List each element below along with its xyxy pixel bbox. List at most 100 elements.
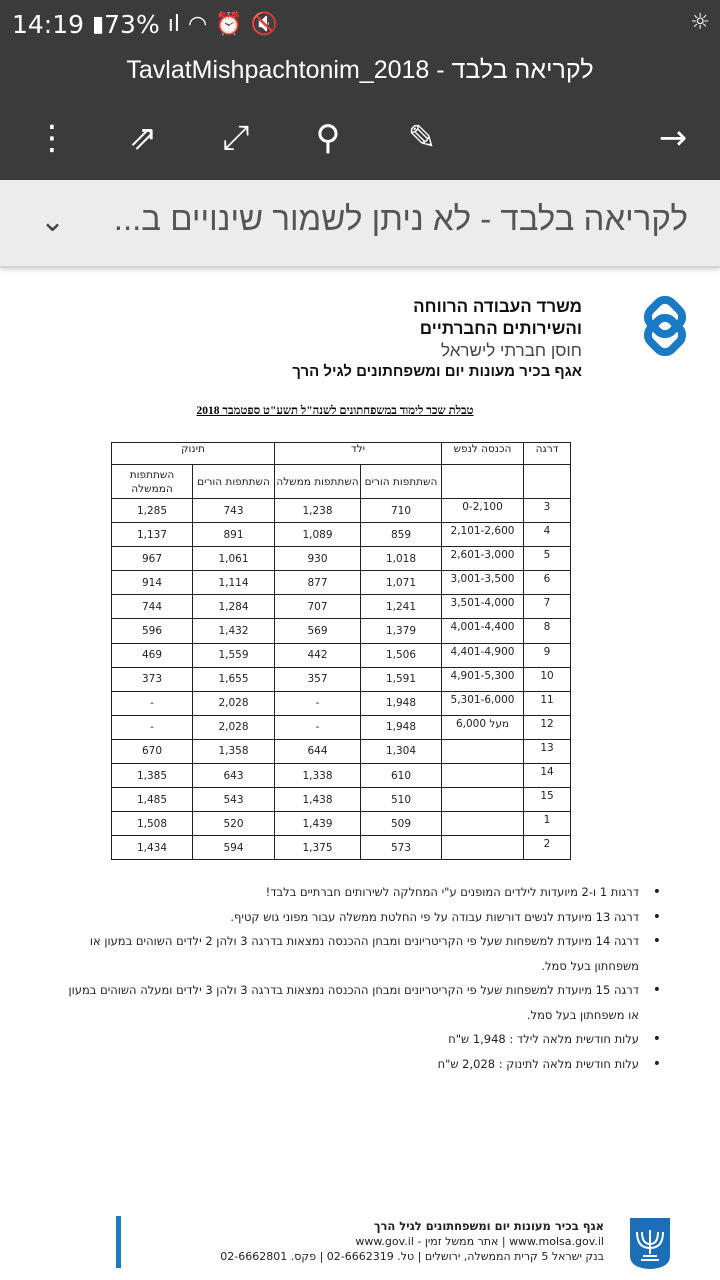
cell-level: 8	[523, 618, 571, 644]
search-icon[interactable]: ⚲	[315, 118, 341, 158]
note-item: דרגה 13 מיועדת לנשים דורשות עבודה על פי …	[55, 905, 667, 930]
table-row: 8 4,001-4,400 1,379 569 1,432 596	[111, 618, 571, 644]
cell-level: 10	[523, 666, 571, 692]
cell-child-gov: 930	[274, 546, 361, 572]
cell-level: 5	[523, 546, 571, 572]
cell-baby-gov: 1,385	[111, 763, 193, 789]
cell-baby-parents: 1,114	[192, 570, 275, 596]
header-level: דרגה	[523, 442, 571, 465]
cell-level: 1	[523, 811, 571, 837]
header-empty	[523, 464, 571, 499]
signal-icon: ıl	[167, 11, 180, 37]
read-only-banner[interactable]: לקריאה בלבד - לא ניתן לשמור שינויים ב...…	[0, 180, 720, 268]
table-row: 3 0-2,100 710 1,238 743 1,285	[111, 497, 571, 524]
table-row: 9 4,401-4,900 1,506 442 1,559 469	[111, 642, 571, 668]
cell-level: 11	[523, 690, 571, 716]
header-empty	[441, 464, 524, 499]
header-child: ילד	[274, 442, 442, 465]
note-item: עלות חודשית מלאה לילד : 1,948 ש"ח	[55, 1027, 667, 1052]
cell-baby-gov: 1,434	[111, 835, 193, 861]
cell-level: 4	[523, 522, 571, 548]
cell-income	[441, 787, 524, 813]
fullscreen-icon[interactable]: ⤢	[222, 118, 250, 158]
forward-arrow-icon[interactable]: →	[658, 118, 688, 158]
cell-income	[441, 835, 524, 861]
cell-baby-parents: 1,432	[192, 618, 275, 644]
cell-baby-gov: 1,485	[111, 787, 193, 813]
cell-baby-gov: -	[111, 690, 193, 716]
cell-child-parents: 610	[360, 763, 442, 789]
cell-level: 2	[523, 835, 571, 861]
cell-income: מעל 6,000	[441, 714, 524, 740]
footer-divider	[116, 1216, 121, 1268]
cell-baby-parents: 891	[192, 522, 275, 548]
cell-baby-gov: 373	[111, 666, 193, 692]
ministry-header: משרד העבודה הרווחה והשירותים החברתיים חו…	[292, 296, 582, 383]
cell-child-gov: 1,375	[274, 835, 361, 861]
cell-child-parents: 1,071	[360, 570, 442, 596]
document-title-bar: TavlatMishpachtonim_2018 - לקריאה בלבד	[0, 48, 720, 95]
cell-child-gov: -	[274, 714, 361, 740]
cell-baby-parents: 1,655	[192, 666, 275, 692]
table-row: 14 610 1,338 643 1,385	[111, 763, 571, 789]
table-title: טבלת שכר לימוד במשפחתונים לשנה"ל תשע"ט ס…	[196, 405, 474, 417]
notes-list: דרגות 1 ו-2 מיועדות לילדים המופנים ע"י ה…	[55, 880, 667, 1076]
more-vert-icon[interactable]: ⋮	[35, 118, 69, 158]
note-item: עלות חודשית מלאה לתינוק : 2,028 ש"ח	[55, 1052, 667, 1077]
cell-income: 0-2,100	[441, 497, 524, 524]
cell-child-gov: 442	[274, 642, 361, 668]
share-icon[interactable]: ⇗	[128, 118, 158, 158]
cell-child-parents: 1,506	[360, 642, 442, 668]
footer-department: אגף בכיר מעונות יום ומשפחתונים לגיל הרך	[373, 1219, 604, 1233]
cell-child-parents: 1,591	[360, 666, 442, 692]
cell-child-gov: -	[274, 690, 361, 716]
status-bar: 14:19 ▮ 73% ıl ◠ ⏰ 🔇 ☼	[0, 0, 720, 48]
cell-baby-gov: 1,508	[111, 811, 193, 837]
table-row: 13 1,304 644 1,358 670	[111, 738, 571, 765]
edit-icon[interactable]: ✎	[407, 118, 437, 158]
cell-child-gov: 1,438	[274, 787, 361, 813]
cell-income	[441, 811, 524, 837]
ministry-slogan: חוסן חברתי לישראל	[441, 341, 582, 360]
toolbar: ⋮ ⇗ ⤢ ⚲ ✎ →	[0, 95, 720, 180]
note-item: דרגות 1 ו-2 מיועדות לילדים המופנים ע"י ה…	[55, 880, 667, 905]
cell-level: 14	[523, 763, 571, 789]
cell-child-gov: 707	[274, 594, 361, 620]
cell-income: 2,101-2,600	[441, 522, 524, 548]
cell-baby-gov: 914	[111, 570, 193, 596]
cell-baby-gov: 1,285	[111, 497, 193, 524]
table-row: 7 3,501-4,000 1,241 707 1,284 744	[111, 594, 571, 620]
eye-comfort-icon: ☼	[690, 10, 710, 35]
cell-baby-gov: 596	[111, 618, 193, 644]
header-baby: תינוק	[111, 442, 275, 465]
cell-income: 5,301-6,000	[441, 690, 524, 716]
cell-baby-parents: 1,358	[192, 738, 275, 765]
table-row: 5 2,601-3,000 1,018 930 1,061 967	[111, 546, 571, 572]
cell-child-parents: 573	[360, 835, 442, 861]
note-item: דרגה 15 מיועדת למשפחות שעל פי הקריטריוני…	[55, 978, 667, 1027]
cell-level: 3	[523, 497, 571, 524]
cell-income: 3,501-4,000	[441, 594, 524, 620]
table-row: 4 2,101-2,600 859 1,089 891 1,137	[111, 522, 571, 548]
cell-child-gov: 644	[274, 738, 361, 765]
table-row: 15 510 1,438 543 1,485	[111, 787, 571, 813]
chevron-down-icon[interactable]: ⌄	[40, 204, 66, 239]
footer: אגף בכיר מעונות יום ומשפחתונים לגיל הרך …	[116, 1216, 676, 1272]
cell-baby-parents: 643	[192, 763, 275, 789]
cell-child-parents: 859	[360, 522, 442, 548]
cell-child-parents: 1,018	[360, 546, 442, 572]
cell-child-parents: 1,948	[360, 714, 442, 740]
mute-icon: 🔇	[250, 11, 278, 37]
cell-child-gov: 569	[274, 618, 361, 644]
cell-child-parents: 1,241	[360, 594, 442, 620]
cell-baby-gov: 469	[111, 642, 193, 668]
cell-child-gov: 1,089	[274, 522, 361, 548]
battery-icon: ▮	[92, 11, 105, 37]
cell-income: 2,601-3,000	[441, 546, 524, 572]
cell-baby-parents: 1,284	[192, 594, 275, 620]
state-emblem-icon	[630, 1218, 670, 1269]
cell-baby-parents: 2,028	[192, 714, 275, 740]
cell-child-parents: 1,304	[360, 738, 442, 765]
department-name: אגף בכיר מעונות יום ומשפחתונים לגיל הרך	[292, 363, 582, 380]
cell-baby-parents: 1,559	[192, 642, 275, 668]
